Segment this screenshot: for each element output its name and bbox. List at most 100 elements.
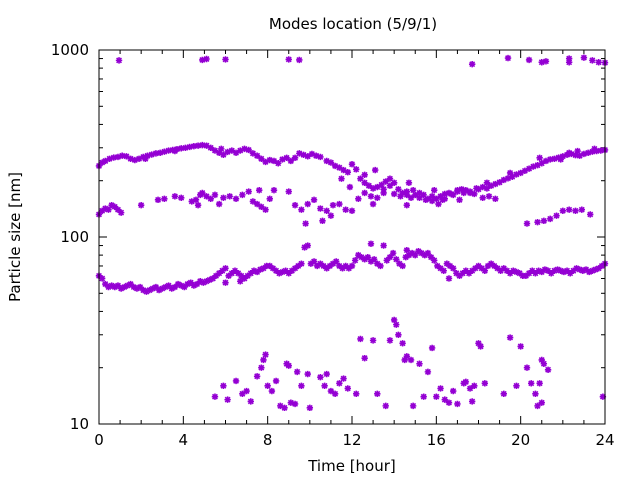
data-point — [207, 195, 214, 203]
data-point — [548, 270, 555, 277]
data-point — [339, 265, 346, 272]
data-point — [553, 212, 560, 219]
data-point — [206, 276, 213, 284]
data-point — [465, 270, 473, 277]
data-point — [445, 275, 453, 282]
data-point — [121, 283, 128, 291]
data-point — [483, 179, 491, 186]
data-point — [224, 396, 231, 403]
data-point — [156, 149, 164, 157]
data-point — [525, 165, 533, 172]
data-point — [218, 145, 225, 153]
data-point — [386, 182, 394, 189]
data-point — [287, 399, 295, 406]
data-point — [211, 191, 219, 199]
data-point — [262, 206, 269, 213]
x-axis-label: Time [hour] — [307, 457, 396, 475]
data-point — [152, 283, 160, 291]
y-axis-label: Particle size [nm] — [6, 172, 24, 302]
data-point — [270, 186, 278, 194]
data-point — [595, 59, 602, 66]
data-point — [310, 258, 318, 265]
data-point — [589, 267, 596, 274]
data-point — [304, 242, 311, 249]
data-point — [437, 193, 444, 200]
data-point — [445, 399, 453, 406]
data-point — [111, 283, 119, 291]
data-point — [395, 186, 402, 193]
data-point — [517, 169, 524, 177]
data-point — [380, 242, 387, 249]
data-point — [544, 267, 552, 274]
data-point — [159, 285, 166, 292]
data-point — [407, 356, 415, 364]
data-point — [462, 186, 470, 194]
y-tick-label: 10 — [70, 415, 89, 433]
data-point — [541, 266, 549, 273]
data-point — [308, 150, 316, 158]
data-point — [342, 206, 349, 213]
data-point — [178, 145, 185, 152]
data-point — [454, 186, 461, 194]
data-point — [369, 185, 377, 192]
data-point — [407, 194, 415, 202]
data-point — [344, 385, 351, 392]
tick-labels: 0 4 8 12 16 20 24 10 100 1000 — [51, 41, 615, 449]
data-point — [390, 179, 398, 186]
data-point — [528, 380, 535, 387]
data-point — [538, 160, 545, 167]
data-point — [386, 337, 394, 344]
data-point — [111, 203, 119, 211]
data-point — [367, 258, 375, 265]
data-point — [336, 380, 343, 387]
data-point — [258, 203, 265, 211]
data-point — [287, 157, 295, 165]
data-point — [288, 267, 296, 274]
data-point — [220, 382, 227, 390]
data-point — [102, 157, 109, 165]
data-point — [304, 200, 311, 208]
data-point — [264, 382, 271, 390]
data-point — [321, 382, 328, 390]
data-point — [473, 185, 480, 192]
data-point — [327, 387, 335, 395]
data-point — [445, 189, 453, 197]
data-point — [513, 171, 520, 178]
data-point — [250, 267, 258, 274]
data-point — [412, 251, 419, 259]
data-point — [513, 382, 520, 390]
data-point — [137, 201, 145, 209]
data-point — [403, 188, 411, 195]
data-point — [481, 380, 489, 387]
data-point — [279, 156, 286, 163]
data-point — [165, 282, 172, 289]
data-point — [131, 156, 139, 164]
x-tick-label: 8 — [263, 431, 273, 449]
data-point — [420, 191, 427, 199]
data-point — [336, 200, 343, 208]
data-point — [249, 198, 257, 205]
data-point — [234, 270, 242, 277]
data-point — [345, 265, 353, 272]
data-point — [351, 257, 359, 264]
data-point — [211, 147, 219, 154]
data-point — [181, 283, 188, 291]
data-point — [554, 266, 561, 273]
data-point — [580, 150, 588, 158]
data-point — [540, 360, 548, 367]
data-point — [422, 196, 429, 204]
data-point — [532, 390, 539, 398]
data-point — [192, 196, 200, 204]
data-point — [329, 201, 337, 209]
data-point — [459, 270, 466, 277]
data-point — [296, 56, 303, 64]
data-point — [377, 262, 384, 270]
data-point — [393, 256, 400, 263]
data-point — [348, 207, 356, 215]
data-point — [437, 265, 444, 272]
data-point — [148, 151, 155, 158]
data-point — [231, 267, 239, 274]
data-point — [443, 260, 451, 267]
data-point — [378, 181, 385, 189]
data-point — [296, 150, 303, 157]
